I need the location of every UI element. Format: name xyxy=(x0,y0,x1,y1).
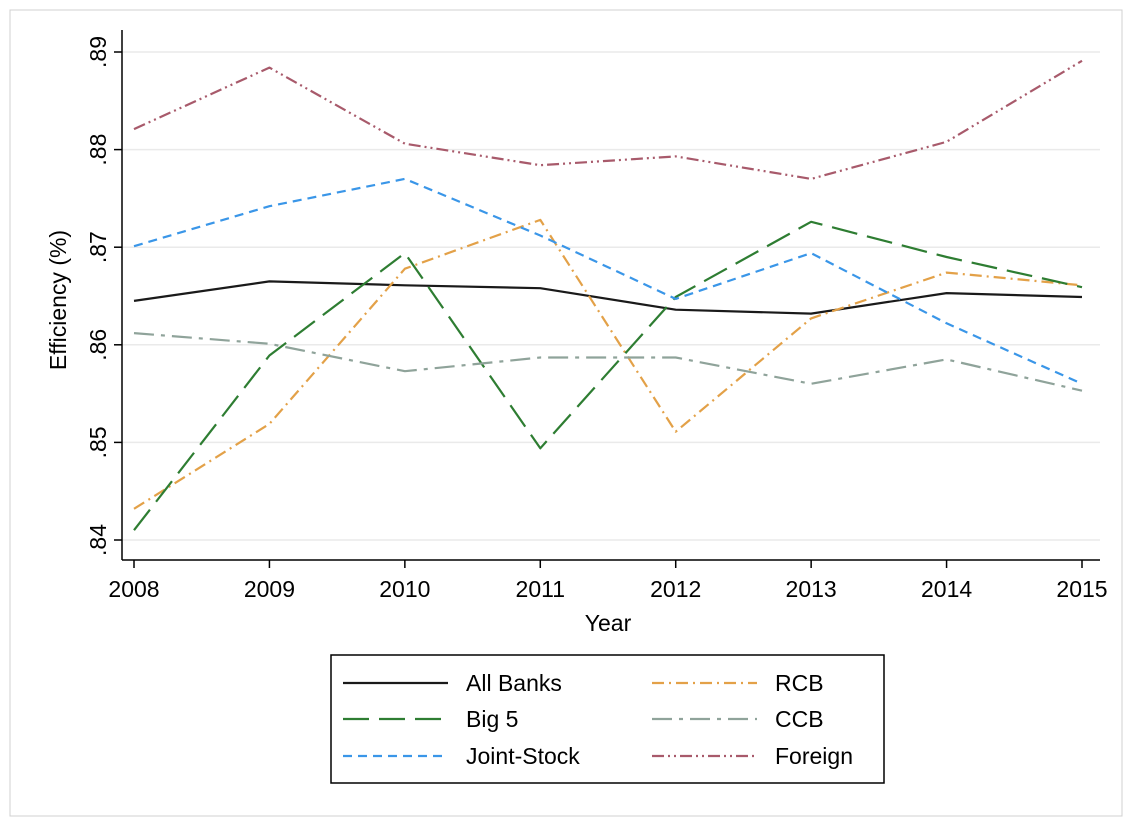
legend-label-rcb: RCB xyxy=(775,670,824,696)
legend: All Banks RCB Big 5 CCB Joint-Stock Foreign xyxy=(330,654,885,784)
legend-label-all-banks: All Banks xyxy=(466,670,562,696)
y-tick-label: .85 xyxy=(85,426,111,458)
x-tick-label: 2012 xyxy=(650,576,701,602)
x-axis-title: Year xyxy=(585,610,632,636)
legend-label-ccb: CCB xyxy=(775,706,824,732)
series-line-joint-stock xyxy=(133,177,1083,385)
y-axis-title: Efficiency (%) xyxy=(45,230,71,370)
x-tick-label: 2015 xyxy=(1056,576,1107,602)
y-tick-label: .84 xyxy=(85,524,111,556)
series-layer xyxy=(133,59,1083,531)
series-line-ccb xyxy=(133,332,1083,392)
plot-area xyxy=(122,30,1100,560)
y-axis: .84 .85 .86 .87 .88 .89 xyxy=(85,30,123,560)
x-tick-label: 2008 xyxy=(108,576,159,602)
x-tick-label: 2010 xyxy=(379,576,430,602)
series-line-foreign xyxy=(133,59,1083,180)
x-tick-label: 2011 xyxy=(516,576,565,602)
series-line-all-banks xyxy=(133,280,1083,315)
y-tick-label: .88 xyxy=(85,134,111,166)
x-tick-label: 2014 xyxy=(921,576,972,602)
y-tick-label: .87 xyxy=(85,231,111,263)
series-line-big-5 xyxy=(133,220,1083,531)
y-tick-label: .89 xyxy=(85,36,111,68)
legend-label-joint-stock: Joint-Stock xyxy=(466,743,580,769)
x-tick-label: 2013 xyxy=(786,576,837,602)
y-tick-label: .86 xyxy=(85,329,111,361)
legend-label-big-5: Big 5 xyxy=(466,706,518,732)
series-line-rcb xyxy=(133,218,1083,510)
x-tick-label: 2009 xyxy=(244,576,295,602)
x-axis: 2008 2009 2010 2011 2012 2013 2014 2015 xyxy=(108,559,1108,602)
legend-label-foreign: Foreign xyxy=(775,743,853,769)
